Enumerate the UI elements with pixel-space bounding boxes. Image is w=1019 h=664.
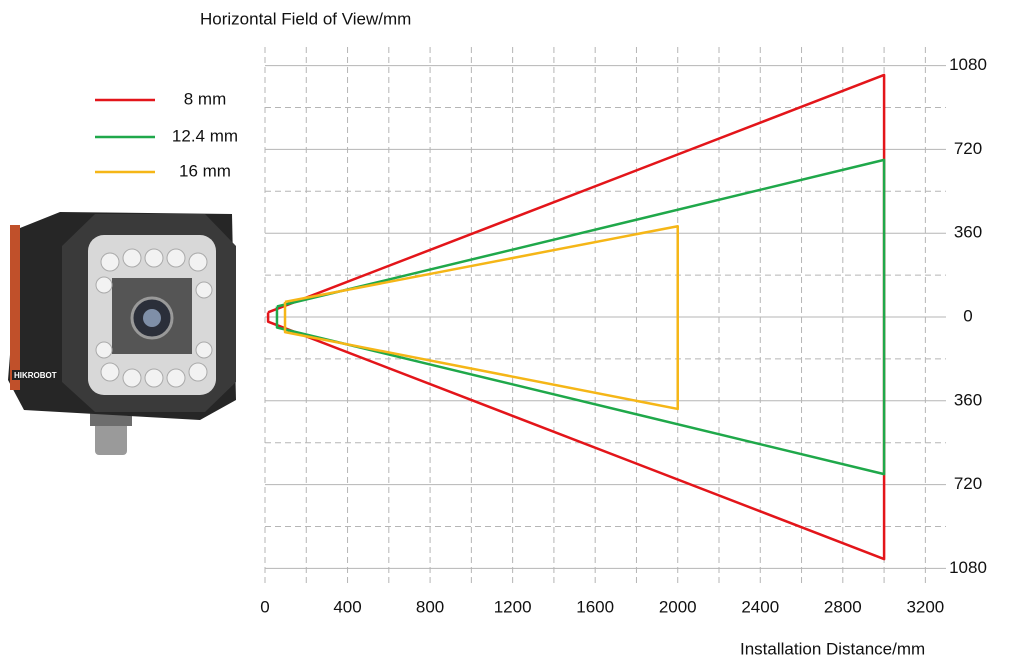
legend-label: 16 mm — [179, 161, 231, 180]
camera-illustration: HIKROBOT — [8, 212, 236, 455]
y-tick-label: 720 — [954, 139, 982, 158]
plot — [266, 73, 886, 561]
legend-label: 12.4 mm — [172, 126, 238, 145]
x-tick-label: 2400 — [741, 597, 779, 616]
y-tick-label: 1080 — [949, 55, 987, 74]
y-tick-label: 0 — [963, 306, 972, 325]
x-tick-label: 800 — [416, 597, 444, 616]
svg-text:HIKROBOT: HIKROBOT — [14, 371, 57, 380]
y-tick-label: 360 — [954, 223, 982, 242]
y-tick-label: 720 — [954, 474, 982, 493]
y-tick-label: 360 — [954, 390, 982, 409]
x-tick-label: 3200 — [906, 597, 944, 616]
y-tick-label: 1080 — [949, 558, 987, 577]
legend-label: 8 mm — [184, 89, 227, 108]
series-line — [275, 158, 886, 476]
x-tick-label: 2800 — [824, 597, 862, 616]
x-tick-label: 1600 — [576, 597, 614, 616]
x-tick-label: 2000 — [659, 597, 697, 616]
x-tick-label: 0 — [260, 597, 269, 616]
series-line — [266, 73, 886, 561]
y-axis-title: Horizontal Field of View/mm — [200, 9, 411, 28]
x-tick-label: 1200 — [494, 597, 532, 616]
x-tick-label: 400 — [333, 597, 361, 616]
series-line — [283, 224, 679, 411]
grid — [264, 47, 946, 587]
x-axis-title: Installation Distance/mm — [740, 639, 925, 658]
